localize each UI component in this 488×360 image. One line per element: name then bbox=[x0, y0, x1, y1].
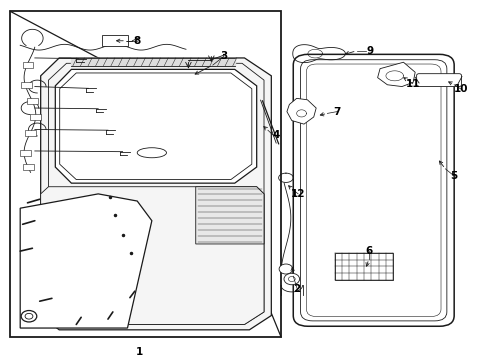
Polygon shape bbox=[286, 98, 316, 124]
Text: 9: 9 bbox=[366, 46, 373, 56]
Bar bbox=[25, 130, 36, 136]
Ellipse shape bbox=[137, 148, 166, 158]
Polygon shape bbox=[20, 194, 152, 328]
Text: 2: 2 bbox=[293, 284, 300, 294]
FancyBboxPatch shape bbox=[416, 74, 461, 86]
Text: 11: 11 bbox=[405, 79, 419, 89]
Text: 1: 1 bbox=[136, 347, 143, 357]
Polygon shape bbox=[377, 62, 414, 86]
FancyBboxPatch shape bbox=[293, 54, 453, 326]
Polygon shape bbox=[60, 73, 251, 180]
Bar bbox=[20, 150, 31, 156]
FancyBboxPatch shape bbox=[306, 64, 440, 316]
Polygon shape bbox=[48, 63, 264, 324]
Text: 6: 6 bbox=[365, 246, 372, 256]
Polygon shape bbox=[41, 187, 264, 324]
Text: 4: 4 bbox=[272, 130, 280, 140]
Bar bbox=[22, 62, 33, 68]
Circle shape bbox=[21, 311, 37, 322]
Bar bbox=[21, 82, 32, 87]
Bar bbox=[23, 164, 34, 170]
Circle shape bbox=[284, 273, 299, 285]
Text: 8: 8 bbox=[133, 36, 141, 46]
Circle shape bbox=[288, 276, 295, 282]
Text: 10: 10 bbox=[453, 84, 468, 94]
FancyBboxPatch shape bbox=[102, 35, 128, 46]
Text: 12: 12 bbox=[290, 189, 305, 199]
Text: 5: 5 bbox=[449, 171, 457, 181]
Circle shape bbox=[279, 264, 292, 274]
Polygon shape bbox=[41, 58, 271, 330]
Circle shape bbox=[25, 313, 33, 319]
Bar bbox=[30, 114, 41, 120]
FancyBboxPatch shape bbox=[300, 60, 446, 321]
Bar bbox=[27, 98, 38, 104]
Bar bbox=[10, 12, 281, 337]
Polygon shape bbox=[195, 187, 264, 244]
Text: 3: 3 bbox=[220, 51, 227, 61]
Bar bbox=[334, 253, 392, 280]
Text: 7: 7 bbox=[333, 107, 340, 117]
Polygon shape bbox=[55, 69, 256, 183]
